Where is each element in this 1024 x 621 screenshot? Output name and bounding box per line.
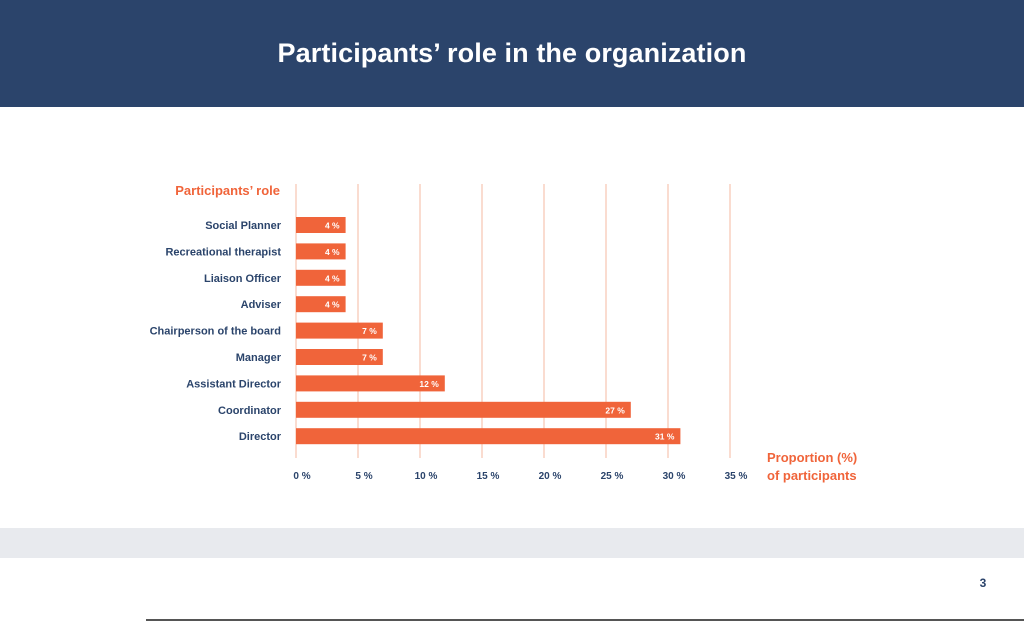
category-label: Liaison Officer bbox=[204, 273, 282, 285]
category-label: Manager bbox=[236, 352, 282, 364]
bar-value-label: 12 % bbox=[419, 379, 439, 389]
bar bbox=[296, 322, 383, 339]
page-number: 3 bbox=[979, 576, 987, 590]
bar-value-label: 7 % bbox=[362, 326, 377, 336]
x-tick-label: 10 % bbox=[415, 471, 438, 482]
x-axis-title: of participants bbox=[767, 468, 857, 483]
bar-value-label: 27 % bbox=[605, 405, 625, 415]
bar-value-label: 4 % bbox=[325, 221, 340, 231]
bar bbox=[296, 217, 346, 233]
bar-value-label: 31 % bbox=[655, 432, 675, 442]
category-label: Coordinator bbox=[218, 405, 282, 417]
bar-value-label: 4 % bbox=[325, 300, 340, 310]
page-title: Participants’ role in the organization bbox=[277, 38, 747, 68]
category-label: Recreational therapist bbox=[165, 246, 281, 258]
bar bbox=[296, 296, 346, 313]
x-tick-label: 30 % bbox=[663, 471, 686, 482]
x-tick-label: 25 % bbox=[601, 471, 624, 482]
bar bbox=[296, 375, 445, 392]
category-label: Adviser bbox=[241, 299, 282, 311]
bottom-rule bbox=[146, 619, 1024, 621]
x-tick-label: 5 % bbox=[355, 471, 372, 482]
bar bbox=[296, 428, 681, 445]
bar bbox=[296, 243, 346, 260]
x-axis-title: Proportion (%) bbox=[767, 450, 857, 465]
category-label: Assistant Director bbox=[186, 378, 281, 390]
x-tick-label: 15 % bbox=[477, 471, 500, 482]
x-tick-label: 0 % bbox=[293, 471, 310, 482]
bar bbox=[296, 269, 346, 286]
category-label: Social Planner bbox=[205, 220, 282, 232]
y-axis-title: Participants’ role bbox=[175, 183, 280, 198]
footer-band bbox=[0, 528, 1024, 558]
x-tick-label: 20 % bbox=[539, 471, 562, 482]
bar-value-label: 4 % bbox=[325, 273, 340, 283]
bar bbox=[296, 401, 631, 418]
x-tick-label: 35 % bbox=[725, 471, 748, 482]
category-label: Chairperson of the board bbox=[150, 326, 281, 338]
bar-value-label: 4 % bbox=[325, 247, 340, 257]
bar bbox=[296, 349, 383, 365]
bar-value-label: 7 % bbox=[362, 353, 377, 363]
header-banner: Participants’ role in the organization bbox=[0, 0, 1024, 107]
category-label: Director bbox=[239, 431, 282, 443]
